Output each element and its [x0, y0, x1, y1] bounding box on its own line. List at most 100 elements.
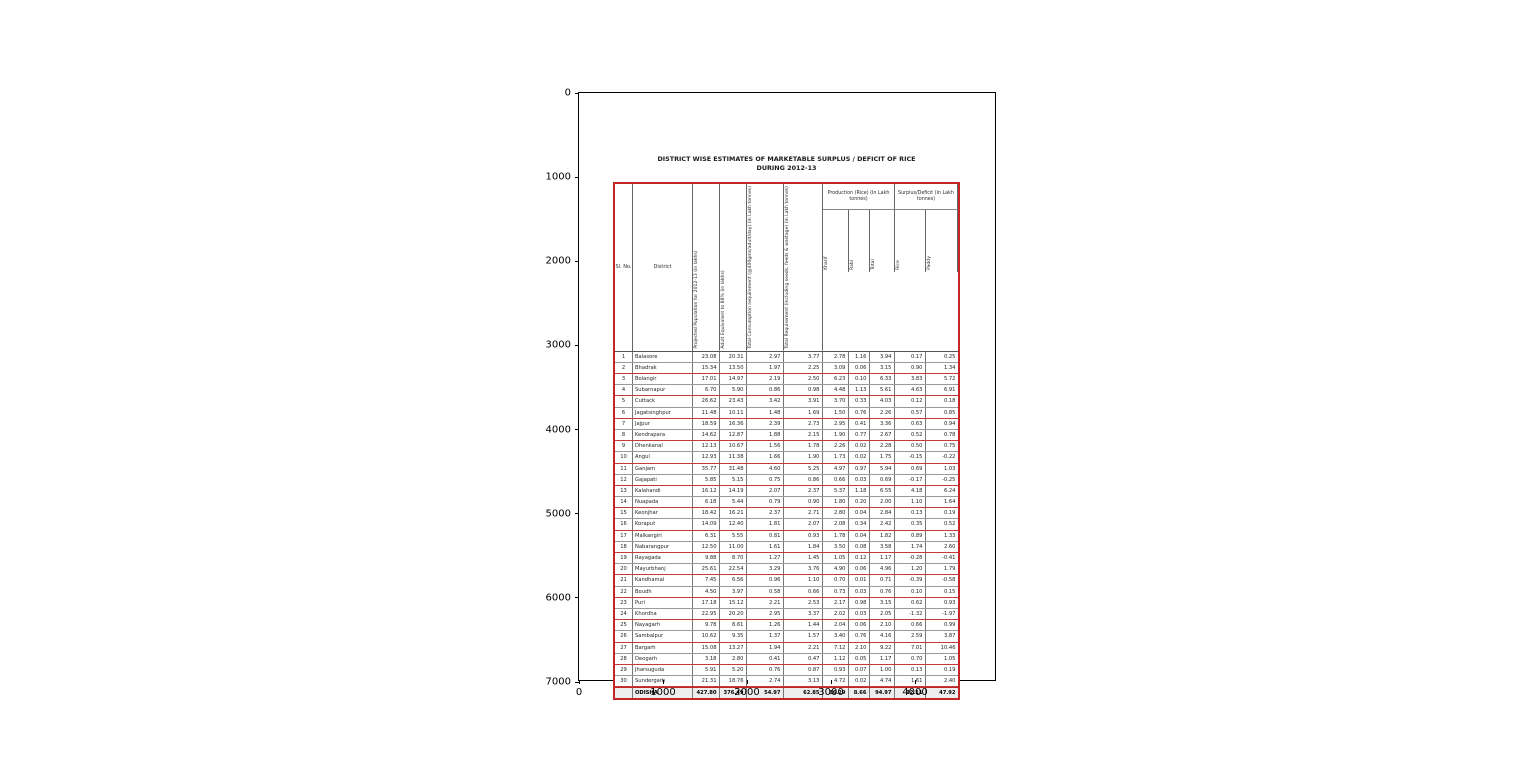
table-cell: 18 — [615, 541, 633, 553]
table-cell: 2.07 — [747, 485, 784, 497]
table-cell: 1.17 — [870, 553, 895, 564]
district-cell: Malkangiri — [633, 530, 693, 541]
table-cell: 14.62 — [693, 429, 720, 441]
table-cell: 14.19 — [720, 485, 747, 497]
table-cell: 0.52 — [895, 429, 926, 441]
table-cell: 0.75 — [943, 443, 956, 450]
table-cell: 29 — [615, 664, 633, 676]
table-row: 7 Jajpur 18.59 16.36 2.39 2.73 2.95 0.41 3.36 0.6… — [615, 418, 958, 430]
table-row: 2 Bhadrak 15.34 13.50 1.97 2.25 3.09 0.06 3.15 0.… — [615, 362, 958, 375]
table-row: 4 Subarnapur 6.70 5.90 0.86 0.98 4.48 1.13 5.61 4… — [615, 385, 958, 397]
table-cell: 4.63 — [895, 385, 926, 396]
table-row: 13 Kalahandi 16.12 14.19 2.07 2.37 5.37 1.18 6.5… — [615, 485, 958, 498]
table-cell: 2.78 — [823, 351, 849, 362]
table-cell: 2.42 — [870, 519, 895, 530]
x-axis-tick-mark — [914, 680, 916, 684]
table-cell: 16.12 — [693, 485, 720, 497]
table-cell: 1.79 — [943, 566, 956, 573]
table-cell: 3.91 — [784, 396, 823, 407]
table-cell: 0.20 — [849, 497, 870, 508]
table-cell: 6.23 — [823, 374, 849, 385]
table-cell: 2.37 — [747, 508, 784, 519]
table-cell: 23.43 — [720, 396, 747, 407]
table-cell: -1.97 — [942, 610, 956, 617]
table-row: 16 Koraput 14.09 12.40 1.81 2.07 2.08 0.34 2.42 0… — [615, 519, 958, 531]
table-cell: 0.02 — [849, 452, 870, 463]
table-cell: 12.87 — [720, 429, 747, 441]
rice-surplus-table: Sl. No. District Projected Population fo… — [613, 182, 960, 701]
table-cell: 4.74 — [870, 676, 895, 687]
table-cell: 0.96 — [747, 575, 784, 586]
table-cell: 10.62 — [693, 631, 720, 642]
table-cell: 2.80 — [823, 508, 849, 519]
table-cell: 0.86 — [784, 474, 823, 485]
table-cell: 9.22 — [870, 642, 895, 653]
table-cell: 8.61 — [720, 620, 747, 631]
table-cell: 5.61 — [870, 385, 895, 396]
header-rabi: Rabi — [849, 210, 870, 272]
table-cell: 54.97 — [747, 688, 784, 699]
table-cell: 4 — [615, 385, 633, 396]
table-cell: 1.78 — [784, 441, 823, 452]
table-cell: 3.29 — [747, 564, 784, 575]
table-cell: 4.48 — [823, 385, 849, 396]
table-cell: 0.69 — [895, 463, 926, 474]
table-cell: 2.39 — [747, 418, 784, 429]
table-cell: 2.00 — [870, 497, 895, 508]
district-cell: Bhadrak — [633, 362, 693, 374]
table-cell: 24 — [615, 608, 633, 620]
table-cell: 0.25 — [943, 353, 956, 360]
table-row: 28 Deogarh 3.18 2.80 0.41 0.47 1.12 0.05 1.17 0.7… — [615, 653, 958, 665]
y-axis-tick-mark — [575, 513, 579, 515]
table-cell: 0.97 — [849, 463, 870, 474]
table-cell: 0.66 — [823, 474, 849, 485]
table-cell: 427.80 — [693, 688, 720, 699]
table-cell: 6.24 — [943, 487, 956, 494]
district-cell: Kandhamal — [633, 575, 693, 586]
table-row: 9 Dhenkanal 12.13 10.67 1.56 1.78 2.26 0.02 2.28… — [615, 441, 958, 453]
table-cell: 2.60 — [943, 543, 956, 550]
table-cell: -0.15 — [895, 452, 926, 463]
table-cell: 14.09 — [693, 519, 720, 530]
table-cell: 9.78 — [693, 620, 720, 631]
table-cell: 1.18 — [849, 485, 870, 497]
table-cell: -0.22 — [942, 454, 956, 461]
y-axis-tick-label: 1000 — [545, 171, 571, 183]
table-cell: 47.92 — [939, 690, 956, 697]
table-cell: 1.82 — [870, 530, 895, 541]
table-cell: 12 — [615, 474, 633, 485]
table-cell: 6 — [615, 407, 633, 418]
table-cell: 3.70 — [823, 396, 849, 407]
table-cell: 2.67 — [870, 429, 895, 441]
table-cell: 3.15 — [870, 362, 895, 374]
table-cell: 32.11 — [895, 688, 926, 699]
table-cell: 8.70 — [720, 553, 747, 564]
plot-axes: DISTRICT WISE ESTIMATES OF MARKETABLE SU… — [546, 88, 996, 701]
table-body: 1 Balasore 23.08 20.31 2.97 3.77 2.78 1.16 3.94 0… — [615, 351, 958, 699]
table-cell: 0.69 — [870, 474, 895, 485]
district-cell: ODISHA — [633, 688, 693, 699]
table-cell: 18.59 — [693, 418, 720, 429]
table-cell: 62.85 — [784, 688, 823, 699]
header-district: District — [633, 184, 693, 351]
table-cell: 1.10 — [895, 497, 926, 508]
table-cell: 4.72 — [823, 676, 849, 687]
table-cell: 5.20 — [720, 664, 747, 676]
x-axis-tick-label: 0 — [575, 687, 583, 698]
district-cell: Bolangir — [633, 374, 693, 385]
x-axis-tick-mark — [578, 680, 580, 684]
table-cell: 9 — [615, 441, 633, 452]
table-cell: 2.21 — [784, 642, 823, 653]
table-cell: 0.86 — [747, 385, 784, 396]
table-cell: 0.73 — [823, 586, 849, 597]
table-row: 29 Jharsuguda 5.91 5.20 0.76 0.87 0.93 0.07 1.00… — [615, 664, 958, 677]
district-cell: Jajpur — [633, 418, 693, 429]
table-cell: 2.19 — [747, 374, 784, 385]
table-cell: 1.33 — [943, 532, 956, 539]
table-cell: 2.10 — [870, 620, 895, 631]
table-cell: 3.87 — [943, 633, 956, 640]
document-title-line1: DISTRICT WISE ESTIMATES OF MARKETABLE SU… — [657, 155, 916, 163]
table-cell: 11 — [615, 463, 633, 474]
table-row: 26 Sambalpur 10.62 9.35 1.37 1.57 3.40 0.76 4.16… — [615, 631, 958, 643]
table-cell: 1.05 — [943, 655, 956, 662]
